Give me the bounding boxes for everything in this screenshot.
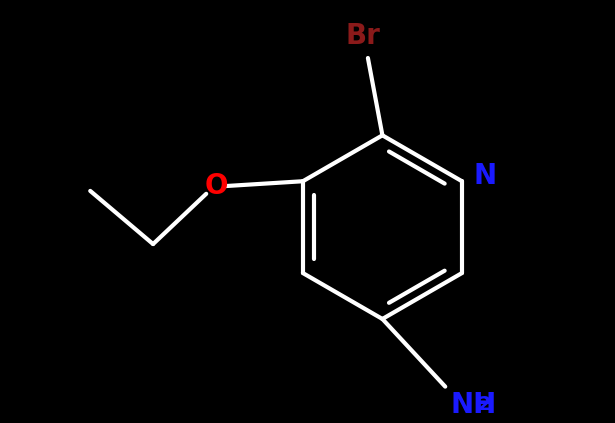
Text: N: N: [474, 162, 497, 190]
Text: Br: Br: [346, 22, 381, 50]
Text: NH: NH: [450, 391, 496, 420]
Text: O: O: [204, 172, 228, 200]
Text: 2: 2: [477, 396, 491, 414]
